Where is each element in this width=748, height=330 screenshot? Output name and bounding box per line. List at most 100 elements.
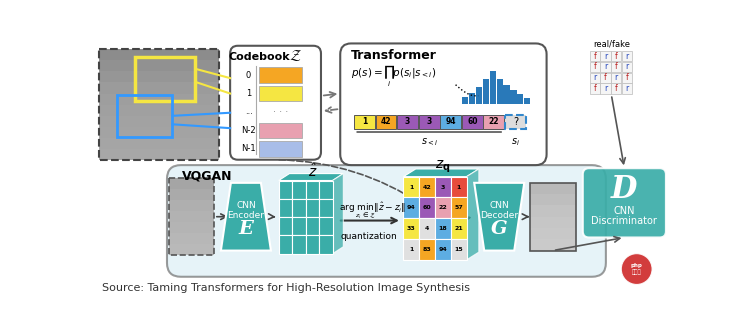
Text: ...: ... xyxy=(245,108,253,116)
Text: 60: 60 xyxy=(467,117,477,126)
Bar xyxy=(503,85,509,104)
Bar xyxy=(462,97,468,104)
Text: 1: 1 xyxy=(456,184,461,189)
Bar xyxy=(306,199,319,217)
Text: 3: 3 xyxy=(405,117,410,126)
Text: 1: 1 xyxy=(362,117,367,126)
Bar xyxy=(169,178,214,255)
Text: r: r xyxy=(625,84,628,93)
Text: 4: 4 xyxy=(425,226,429,231)
Text: 3: 3 xyxy=(441,184,445,189)
Text: f: f xyxy=(625,73,628,82)
Text: Encoder: Encoder xyxy=(227,211,264,220)
Bar xyxy=(306,217,319,235)
Bar xyxy=(169,244,214,255)
Bar xyxy=(278,217,292,235)
Bar xyxy=(403,239,419,260)
Text: r: r xyxy=(615,73,618,82)
Bar xyxy=(589,62,600,72)
Text: 22: 22 xyxy=(438,205,447,210)
Bar xyxy=(419,197,435,218)
Text: VQGAN: VQGAN xyxy=(183,169,233,182)
Bar xyxy=(319,235,333,254)
Bar xyxy=(306,181,319,199)
Text: 1: 1 xyxy=(409,247,414,252)
Text: Decoder: Decoder xyxy=(480,211,518,220)
Bar xyxy=(99,127,218,138)
Text: N-2: N-2 xyxy=(242,126,256,135)
Text: $s_{<i}$: $s_{<i}$ xyxy=(421,137,438,148)
Bar xyxy=(601,83,610,93)
Bar xyxy=(135,56,195,101)
Text: CNN: CNN xyxy=(236,201,256,211)
Bar xyxy=(469,93,475,104)
Text: Source: Taming Transformers for High-Resolution Image Synthesis: Source: Taming Transformers for High-Res… xyxy=(102,283,470,293)
Bar xyxy=(319,199,333,217)
Bar xyxy=(319,181,333,199)
Bar xyxy=(169,189,214,200)
Bar xyxy=(292,235,306,254)
Text: $z_\mathbf{q}$: $z_\mathbf{q}$ xyxy=(435,158,450,175)
Bar xyxy=(530,194,576,205)
Bar xyxy=(622,51,632,61)
Bar xyxy=(260,141,301,157)
Bar xyxy=(375,115,396,129)
Bar xyxy=(169,233,214,244)
Bar xyxy=(99,105,218,116)
Bar xyxy=(451,177,467,197)
Polygon shape xyxy=(403,169,479,177)
Bar xyxy=(169,200,214,211)
Bar xyxy=(611,73,622,83)
Polygon shape xyxy=(474,183,524,250)
Polygon shape xyxy=(333,174,343,254)
Text: 94: 94 xyxy=(438,247,447,252)
Bar xyxy=(530,217,576,228)
Bar xyxy=(403,177,419,197)
Text: · · ·: · · · xyxy=(273,107,288,117)
Bar xyxy=(530,228,576,239)
Bar xyxy=(622,83,632,93)
Bar xyxy=(622,62,632,72)
FancyBboxPatch shape xyxy=(230,46,321,160)
Bar xyxy=(403,197,419,218)
Bar xyxy=(622,73,632,83)
Bar xyxy=(611,51,622,61)
Text: $s_i$: $s_i$ xyxy=(511,136,520,148)
Text: 94: 94 xyxy=(407,205,416,210)
Text: f: f xyxy=(593,52,596,61)
Bar xyxy=(99,138,218,149)
Text: f: f xyxy=(593,62,596,71)
Text: r: r xyxy=(625,62,628,71)
Bar xyxy=(260,86,301,101)
Bar xyxy=(441,115,461,129)
Bar xyxy=(483,115,504,129)
Bar xyxy=(601,62,610,72)
Text: r: r xyxy=(604,84,607,93)
Text: 42: 42 xyxy=(381,117,391,126)
Bar xyxy=(319,217,333,235)
Bar xyxy=(497,79,503,104)
Bar xyxy=(292,199,306,217)
Bar xyxy=(306,235,319,254)
Bar xyxy=(589,51,600,61)
Text: f: f xyxy=(604,73,607,82)
Text: 42: 42 xyxy=(423,184,432,189)
Bar xyxy=(530,239,576,250)
Bar xyxy=(435,197,451,218)
Bar xyxy=(260,67,301,83)
Text: D: D xyxy=(611,174,637,205)
Bar xyxy=(530,183,576,250)
Bar xyxy=(99,93,218,105)
Text: r: r xyxy=(604,62,607,71)
Text: E: E xyxy=(239,220,254,238)
Bar xyxy=(278,235,292,254)
Text: N-1: N-1 xyxy=(242,145,256,153)
Bar xyxy=(589,73,600,83)
Bar xyxy=(476,86,482,104)
Bar xyxy=(419,115,440,129)
Bar xyxy=(397,115,418,129)
Bar xyxy=(260,123,301,138)
Bar xyxy=(419,177,435,197)
Bar xyxy=(354,115,375,129)
Text: php
智汉网: php 智汉网 xyxy=(631,263,643,275)
